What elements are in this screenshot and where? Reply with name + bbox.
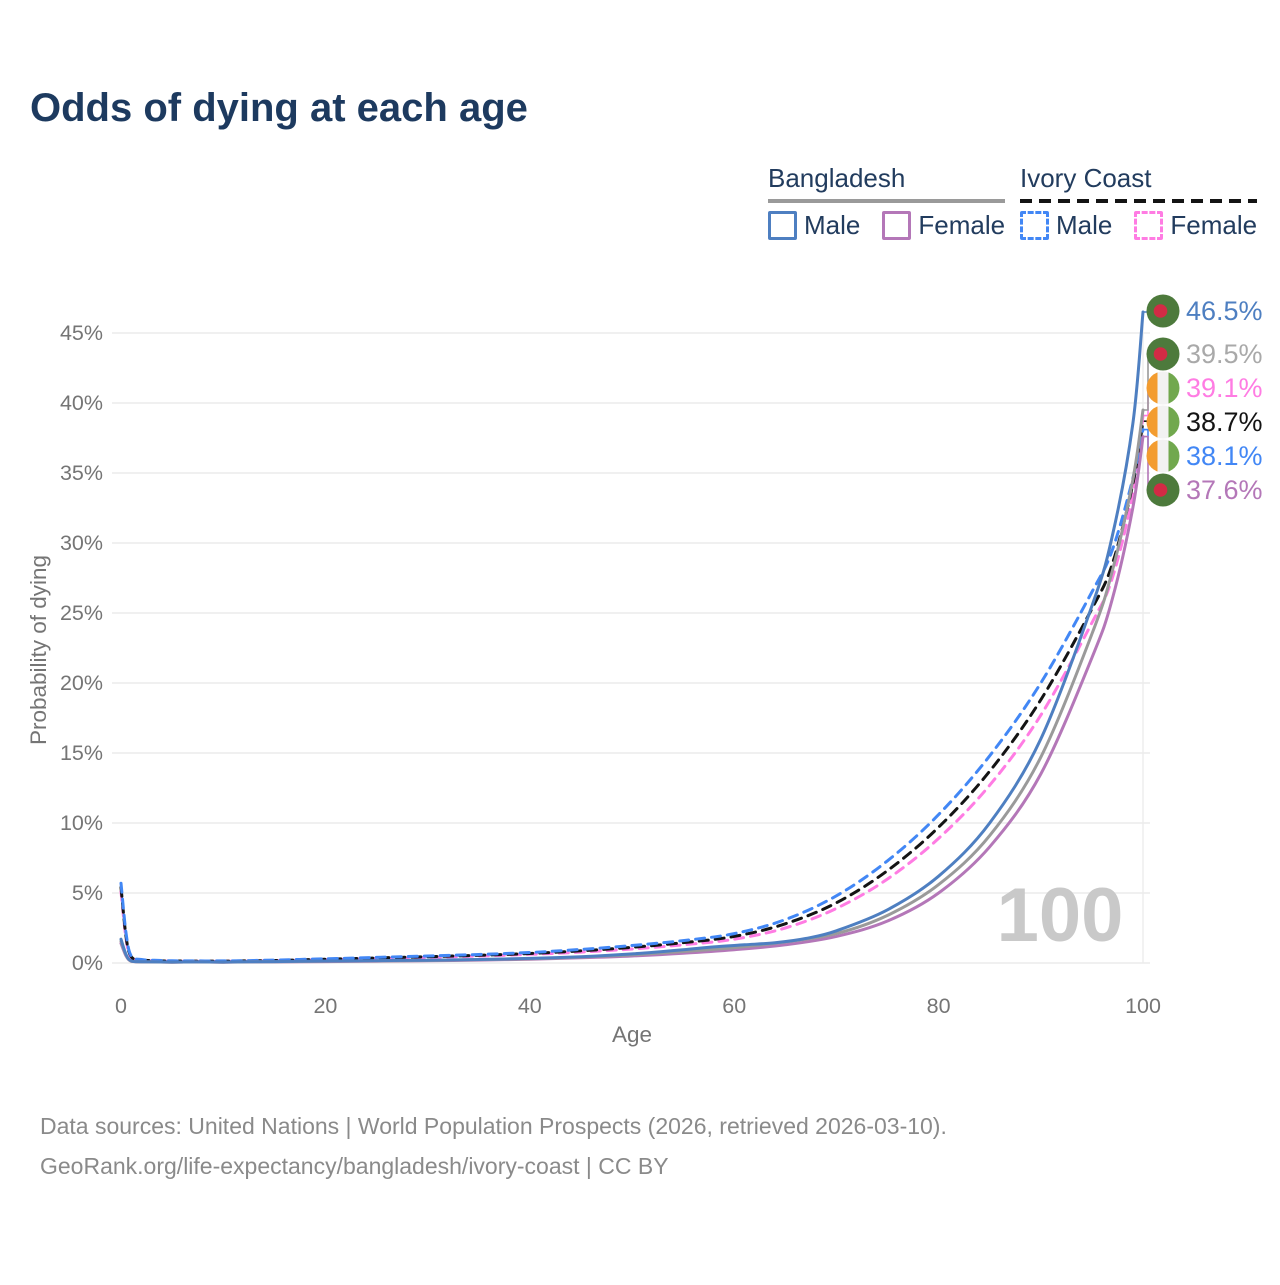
series-line-bangladesh-female bbox=[119, 435, 1145, 964]
series-line-ivory-coast-male bbox=[119, 428, 1145, 963]
bangladesh-flag-icon bbox=[1146, 294, 1180, 328]
bangladesh-male-checkbox-icon bbox=[768, 211, 797, 240]
x-axis-title: Age bbox=[612, 1022, 652, 1047]
y-tick-label: 5% bbox=[72, 881, 103, 905]
legend-label-ivory-coast-male: Male bbox=[1056, 210, 1113, 240]
y-tick-label: 10% bbox=[60, 811, 103, 835]
y-tick-label: 45% bbox=[60, 321, 103, 345]
end-label-ivory-coast-female: 39.1% bbox=[1186, 373, 1263, 403]
legend-country-bangladesh: Bangladesh bbox=[768, 163, 906, 193]
bangladesh-flag-icon bbox=[1146, 473, 1180, 507]
legend-label-ivory-coast-female: Female bbox=[1170, 210, 1258, 240]
end-label-ivory-coast-male: 38.1% bbox=[1186, 441, 1263, 471]
series-line-bangladesh-all bbox=[119, 408, 1145, 964]
end-label-bangladesh-male: 46.5% bbox=[1186, 296, 1263, 326]
data-sources-line: Data sources: United Nations | World Pop… bbox=[40, 1113, 947, 1139]
x-tick-label: 60 bbox=[722, 994, 746, 1018]
footer: Data sources: United Nations | World Pop… bbox=[40, 1106, 947, 1186]
x-tick-label: 100 bbox=[1125, 994, 1161, 1018]
bangladesh-flag-icon bbox=[1146, 337, 1180, 371]
x-tick-label: 0 bbox=[115, 994, 127, 1018]
y-axis-title: Probability of dying bbox=[26, 555, 51, 745]
y-tick-label: 30% bbox=[60, 531, 103, 555]
y-tick-label: 0% bbox=[72, 951, 103, 975]
ivory-coast-flag-icon bbox=[1146, 439, 1180, 473]
legend-group-ivory-coast: Ivory Coast Male Female bbox=[1020, 163, 1258, 241]
legend-toggle-ivory-coast-male[interactable]: Male bbox=[1020, 210, 1112, 241]
attribution-line: GeoRank.org/life-expectancy/bangladesh/i… bbox=[40, 1153, 669, 1179]
page-title: Odds of dying at each age bbox=[30, 86, 528, 130]
series-line-bangladesh-male bbox=[119, 310, 1145, 964]
x-tick-label: 80 bbox=[927, 994, 951, 1018]
y-tick-label: 40% bbox=[60, 391, 103, 415]
end-label-ivory-coast-all: 38.7% bbox=[1186, 407, 1263, 437]
legend-toggle-bangladesh-male[interactable]: Male bbox=[768, 210, 860, 241]
age-watermark: 100 bbox=[997, 873, 1124, 958]
y-tick-label: 15% bbox=[60, 741, 103, 765]
legend-country-ivory-coast: Ivory Coast bbox=[1020, 163, 1152, 193]
series-line-ivory-coast-all bbox=[119, 419, 1145, 963]
bangladesh-underline bbox=[768, 199, 1006, 203]
end-label-bangladesh-all: 39.5% bbox=[1186, 339, 1263, 369]
end-label-bangladesh-female: 37.6% bbox=[1186, 475, 1263, 505]
legend-toggle-ivory-coast-female[interactable]: Female bbox=[1134, 210, 1257, 241]
ivory-coast-underline bbox=[1020, 199, 1258, 203]
bangladesh-female-checkbox-icon bbox=[882, 211, 912, 240]
ivory-coast-male-checkbox-icon bbox=[1020, 211, 1049, 240]
y-tick-label: 20% bbox=[60, 671, 103, 695]
legend-toggle-bangladesh-female[interactable]: Female bbox=[882, 210, 1005, 241]
y-tick-label: 35% bbox=[60, 461, 103, 485]
ivory-coast-flag-icon bbox=[1146, 371, 1180, 405]
ivory-coast-female-checkbox-icon bbox=[1134, 211, 1164, 240]
leader-line-bangladesh-female bbox=[1143, 435, 1149, 491]
legend-label-bangladesh-male: Male bbox=[804, 210, 861, 240]
legend-label-bangladesh-female: Female bbox=[918, 210, 1006, 240]
x-tick-label: 40 bbox=[518, 994, 542, 1018]
series-line-ivory-coast-female bbox=[119, 414, 1145, 963]
legend-group-bangladesh: Bangladesh Male Female bbox=[768, 163, 1006, 241]
y-tick-label: 25% bbox=[60, 601, 103, 625]
leader-line-bangladesh-all bbox=[1143, 353, 1149, 411]
legend: Bangladesh Male Female Ivory Coast Male bbox=[0, 163, 1280, 243]
x-tick-label: 20 bbox=[313, 994, 337, 1018]
ivory-coast-flag-icon bbox=[1146, 405, 1180, 439]
